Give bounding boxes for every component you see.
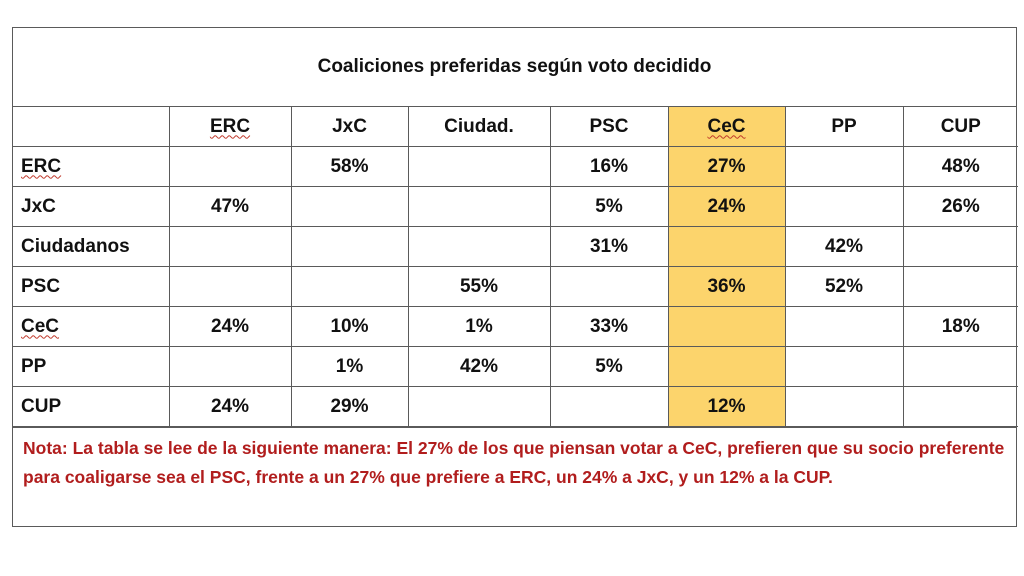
table-cell: 42% [407, 346, 551, 387]
table-cell [290, 186, 409, 227]
table-cell: 16% [549, 146, 669, 187]
table-cell [168, 146, 292, 187]
table-cell: 29% [290, 386, 409, 427]
row-label-psc: PSC [13, 266, 170, 307]
table-row: JxC 47% 5% 24% 26% [13, 186, 1018, 227]
column-header-erc: ERC [168, 107, 292, 147]
title-row: Coaliciones preferidas según voto decidi… [13, 28, 1016, 107]
table-cell: 42% [784, 226, 904, 267]
row-label-erc: ERC [13, 146, 170, 187]
row-label-jxc: JxC [13, 186, 170, 227]
table-cell: 24% [168, 306, 292, 347]
table-cell [168, 346, 292, 387]
table-cell: 48% [902, 146, 1018, 187]
table-cell: 10% [290, 306, 409, 347]
table-row: CUP 24% 29% 12% [13, 386, 1018, 427]
table-cell [407, 226, 551, 267]
table-cell [902, 266, 1018, 307]
table-cell [407, 386, 551, 427]
row-label-cup: CUP [13, 386, 170, 427]
table-cell: 24% [168, 386, 292, 427]
table-cell [407, 186, 551, 227]
table-row: CeC 24% 10% 1% 33% 18% [13, 306, 1018, 347]
table-row: Ciudadanos 31% 42% [13, 226, 1018, 267]
table-cell: 5% [549, 186, 669, 227]
table-cell: 33% [549, 306, 669, 347]
reading-note: Nota: La tabla se lee de la siguiente ma… [13, 427, 1016, 492]
table-cell: 1% [290, 346, 409, 387]
table-row: PSC 55% 36% 52% [13, 266, 1018, 307]
table-cell: 55% [407, 266, 551, 307]
table-cell: 26% [902, 186, 1018, 227]
table-cell [784, 346, 904, 387]
table-cell: 5% [549, 346, 669, 387]
table-cell [902, 346, 1018, 387]
table-cell [549, 266, 669, 307]
table-cell: 52% [784, 266, 904, 307]
table-cell [784, 186, 904, 227]
table-cell-highlighted: 36% [667, 266, 786, 307]
table-cell [784, 386, 904, 427]
table-cell [902, 226, 1018, 267]
table-cell-highlighted: 12% [667, 386, 786, 427]
table-cell [168, 226, 292, 267]
column-header-psc: PSC [549, 107, 669, 147]
table-cell-highlighted [667, 306, 786, 347]
table-row: PP 1% 42% 5% [13, 346, 1018, 387]
table-cell [902, 386, 1018, 427]
column-header-ciudad: Ciudad. [407, 107, 551, 147]
column-header-jxc: JxC [290, 107, 409, 147]
corner-cell [13, 107, 170, 147]
column-header-pp: PP [784, 107, 904, 147]
coalitions-table-frame: Coaliciones preferidas según voto decidi… [12, 27, 1018, 527]
table-cell-highlighted: 27% [667, 146, 786, 187]
table-cell [784, 306, 904, 347]
table-row: ERC 58% 16% 27% 48% [13, 146, 1018, 187]
table-cell [168, 266, 292, 307]
column-header-cup: CUP [902, 107, 1018, 147]
column-header-cec: CeC [667, 107, 786, 147]
table-cell-highlighted [667, 346, 786, 387]
table-cell-highlighted [667, 226, 786, 267]
table-cell [290, 226, 409, 267]
coalitions-table: ERC JxC Ciudad. PSC CeC PP CUP ERC 58% 1… [13, 107, 1018, 427]
table-cell [784, 146, 904, 187]
table-cell: 31% [549, 226, 669, 267]
table-cell: 47% [168, 186, 292, 227]
table-cell [290, 266, 409, 307]
table-cell [549, 386, 669, 427]
row-label-ciudadanos: Ciudadanos [13, 226, 170, 267]
row-label-cec: CeC [13, 306, 170, 347]
table-cell: 58% [290, 146, 409, 187]
table-cell: 1% [407, 306, 551, 347]
table-title: Coaliciones preferidas según voto decidi… [317, 56, 712, 77]
row-label-pp: PP [13, 346, 170, 387]
table-cell: 18% [902, 306, 1018, 347]
table-cell [407, 146, 551, 187]
table-cell-highlighted: 24% [667, 186, 786, 227]
header-row: ERC JxC Ciudad. PSC CeC PP CUP [13, 107, 1018, 147]
